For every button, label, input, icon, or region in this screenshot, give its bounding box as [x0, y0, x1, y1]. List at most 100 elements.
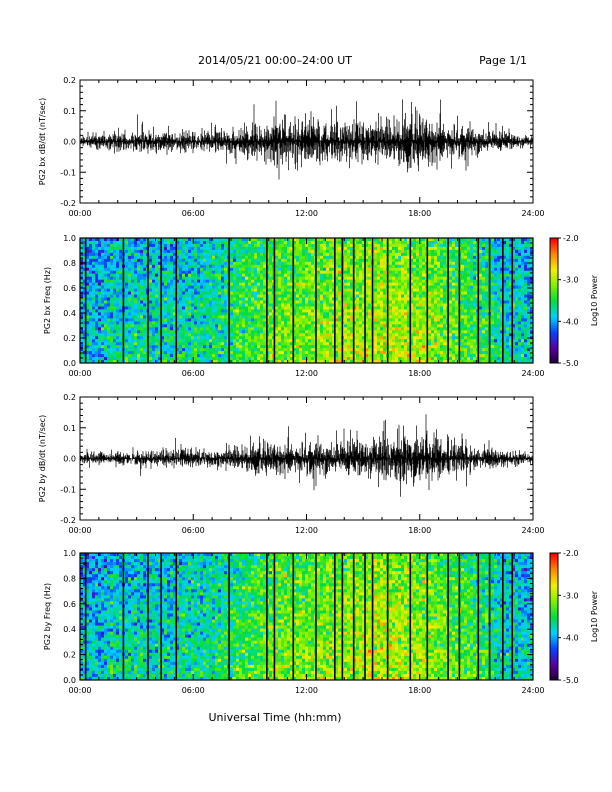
spectrogram-cell [257, 264, 261, 269]
spectrogram-cell [275, 243, 279, 248]
spectrogram-cell [281, 327, 285, 331]
spectrogram-cell [179, 339, 183, 343]
spectrogram-cell [419, 294, 423, 298]
spectrogram-cell [197, 273, 201, 278]
spectrogram-cell [185, 255, 189, 260]
spectrogram-cell [212, 279, 216, 284]
spectrogram-cell [350, 348, 354, 352]
spectrogram-cell [302, 312, 306, 316]
spectrogram-cell [338, 300, 342, 304]
spectrogram-cell [152, 285, 156, 289]
spectrogram-cell [203, 324, 207, 328]
spectrogram-cell [140, 351, 144, 355]
spectrogram-cell [167, 342, 171, 346]
spectrogram-cell [320, 288, 324, 292]
spectrogram-cell [275, 288, 279, 292]
spectrogram-cell [404, 339, 408, 343]
spectrogram-cell [401, 318, 405, 322]
spectrogram-cell [290, 258, 294, 263]
spectrogram-cell [95, 357, 99, 361]
spectrogram-cell [359, 285, 363, 289]
spectrogram-cell [311, 264, 315, 269]
spectrogram-cell [209, 261, 213, 266]
spectrogram-cell [182, 330, 186, 334]
spectrogram-cell [422, 357, 426, 361]
spectrogram-cell [317, 309, 321, 313]
spectrogram-cell [206, 279, 210, 284]
spectrogram-cell [242, 303, 246, 307]
spectrogram-cell [83, 354, 87, 358]
spectrogram-cell [296, 297, 300, 301]
spectrogram-cell [101, 315, 105, 319]
spectrogram-cell [383, 282, 387, 287]
spectrogram-cell [263, 255, 267, 260]
spectrogram-cell [374, 351, 378, 355]
spectrogram-cell [254, 291, 258, 295]
spectrogram-cell [422, 309, 426, 313]
spectrogram-cell [347, 258, 351, 263]
spectrogram-cell [344, 238, 348, 242]
spectrogram-cell [392, 238, 396, 242]
spectrogram-cell [260, 312, 264, 316]
spectrogram-cell [395, 345, 399, 349]
spectrogram-cell [236, 246, 240, 251]
spectrogram-cell [266, 258, 270, 263]
spectrogram-cell [212, 276, 216, 281]
spectrogram-cell [188, 327, 192, 331]
spectrogram-cell [176, 243, 180, 248]
spectrogram-cell [332, 273, 336, 278]
spectrogram-cell [299, 306, 303, 310]
spectrogram-cell [410, 348, 414, 352]
x-tick-label: 12:00 [295, 209, 318, 218]
spectrogram-cell [287, 315, 291, 319]
spectrogram-cell [95, 321, 99, 325]
spectrogram-cell [419, 339, 423, 343]
spectrogram-cell [299, 357, 303, 361]
spectrogram-cell [335, 324, 339, 328]
spectrogram-cell [125, 300, 129, 304]
spectrogram-cell [125, 255, 129, 260]
spectrogram-cell [92, 240, 96, 245]
spectrogram-cell [347, 330, 351, 334]
spectrogram-cell [275, 345, 279, 349]
spectrogram-cell [362, 252, 366, 257]
spectrogram-cell [326, 291, 330, 295]
spectrogram-cell [413, 261, 417, 266]
spectrogram-cell [170, 339, 174, 343]
spectrogram-cell [236, 276, 240, 281]
spectrogram-cell [290, 300, 294, 304]
spectrogram-cell [110, 243, 114, 248]
spectrogram-cell [323, 339, 327, 343]
spectrogram-cell [83, 255, 87, 260]
spectrogram-cell [275, 291, 279, 295]
spectrogram-cell [218, 288, 222, 292]
spectrogram-cell [413, 246, 417, 251]
spectrogram-cell [128, 345, 132, 349]
spectrogram-cell [176, 348, 180, 352]
spectrogram-cell [266, 306, 270, 310]
spectrogram-cell [398, 333, 402, 337]
spectrogram-cell [137, 309, 141, 313]
spectrogram-cell [329, 312, 333, 316]
spectrogram-cell [305, 333, 309, 337]
spectrogram-cell [326, 264, 330, 269]
spectrogram-cell [104, 342, 108, 346]
spectrogram-cell [197, 294, 201, 298]
spectrogram-cell [374, 273, 378, 278]
spectrogram-cell [269, 330, 273, 334]
spectrogram-cell [83, 342, 87, 346]
spectrogram-cell [374, 321, 378, 325]
spectrogram-cell [101, 238, 105, 242]
spectrogram-cell [410, 246, 414, 251]
spectrogram-cell [125, 324, 129, 328]
spectrogram-cell [179, 279, 183, 284]
spectrogram-cell [299, 294, 303, 298]
spectrogram-cell [221, 336, 225, 340]
spectrogram-cell [323, 336, 327, 340]
spectrogram-cell [158, 345, 162, 349]
spectrogram-cell [410, 282, 414, 287]
spectrogram-cell [254, 324, 258, 328]
spectrogram-cell [269, 270, 273, 275]
spectrogram-cell [152, 318, 156, 322]
spectrogram-cell [419, 354, 423, 358]
